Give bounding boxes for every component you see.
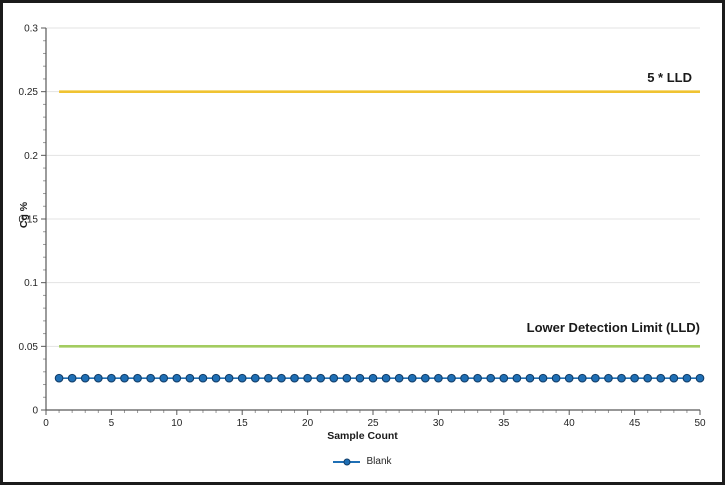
x-tick-label: 0 [43, 418, 49, 429]
data-point-marker [695, 373, 705, 383]
data-point-marker [54, 373, 64, 383]
data-point-marker [407, 373, 417, 383]
data-point-marker [107, 373, 116, 383]
data-point-marker [460, 373, 469, 383]
data-point-marker [342, 373, 352, 383]
data-point-marker [420, 373, 430, 383]
y-tick-label: 0.3 [24, 24, 38, 35]
x-tick-label: 10 [171, 418, 183, 429]
legend-dot-icon [343, 458, 351, 465]
x-tick-label: 5 [109, 418, 115, 429]
data-point-marker [525, 373, 535, 383]
data-point-marker [237, 373, 247, 383]
data-point-marker [604, 373, 613, 383]
data-point-marker [656, 373, 666, 383]
data-point-marker [499, 373, 509, 383]
data-point-marker [447, 373, 456, 383]
data-point-marker [577, 373, 587, 383]
x-tick-label: 30 [433, 418, 445, 429]
legend-label-blank: Blank [366, 456, 392, 467]
data-point-marker [473, 373, 482, 383]
data-point-marker [591, 373, 600, 383]
y-tick-label: 0.15 [19, 215, 39, 226]
data-point-marker [486, 373, 496, 383]
data-point-marker [434, 373, 443, 383]
data-point-marker [316, 373, 326, 383]
x-tick-label: 35 [498, 418, 510, 429]
data-point-marker [224, 373, 234, 383]
data-point-marker [277, 373, 286, 383]
data-point-marker [290, 373, 299, 383]
y-tick-label: 0.2 [24, 151, 38, 162]
x-tick-label: 45 [629, 418, 641, 429]
y-axis-title: Cg % [18, 201, 30, 229]
data-point-marker [172, 373, 182, 383]
x-tick-label: 50 [694, 418, 706, 429]
y-tick-label: 0.1 [24, 278, 38, 289]
data-point-marker [630, 373, 639, 383]
legend-marker-blank [333, 457, 361, 466]
x-tick-label: 15 [237, 418, 249, 429]
x-tick-label: 25 [367, 418, 379, 429]
data-point-marker [564, 373, 574, 383]
data-point-marker [512, 373, 522, 383]
data-point-marker [381, 373, 391, 383]
legend: Blank [0, 456, 725, 467]
data-point-marker [146, 373, 155, 383]
data-point-marker [538, 373, 548, 383]
data-point-marker [643, 373, 653, 383]
y-tick-label: 0 [32, 406, 38, 417]
data-point-marker [93, 373, 103, 383]
data-point-marker [211, 373, 221, 383]
data-point-marker [264, 373, 273, 383]
data-point-marker [67, 373, 77, 383]
data-point-marker [551, 373, 561, 383]
y-tick-label: 0.25 [19, 87, 39, 98]
x-axis-title: Sample Count [327, 430, 398, 442]
data-point-marker [133, 373, 142, 383]
annotation-lower-detection-limit: Lower Detection Limit (LLD) [526, 320, 700, 335]
data-point-marker [368, 373, 378, 383]
data-point-marker [185, 373, 195, 383]
data-point-marker [617, 373, 626, 383]
y-tick-label: 0.05 [19, 342, 39, 353]
data-point-marker [198, 373, 208, 383]
x-tick-label: 40 [564, 418, 576, 429]
annotation-5lld: 5 * LLD [647, 70, 692, 85]
data-point-marker [669, 373, 679, 383]
data-point-marker [329, 373, 339, 383]
data-point-marker [80, 373, 90, 383]
data-point-marker [394, 373, 404, 383]
data-point-marker [250, 373, 260, 383]
data-point-marker [120, 373, 129, 383]
data-point-marker [303, 373, 312, 383]
data-point-marker [682, 373, 692, 383]
data-point-marker [159, 373, 169, 383]
data-point-marker [355, 373, 365, 383]
x-tick-label: 20 [302, 418, 314, 429]
